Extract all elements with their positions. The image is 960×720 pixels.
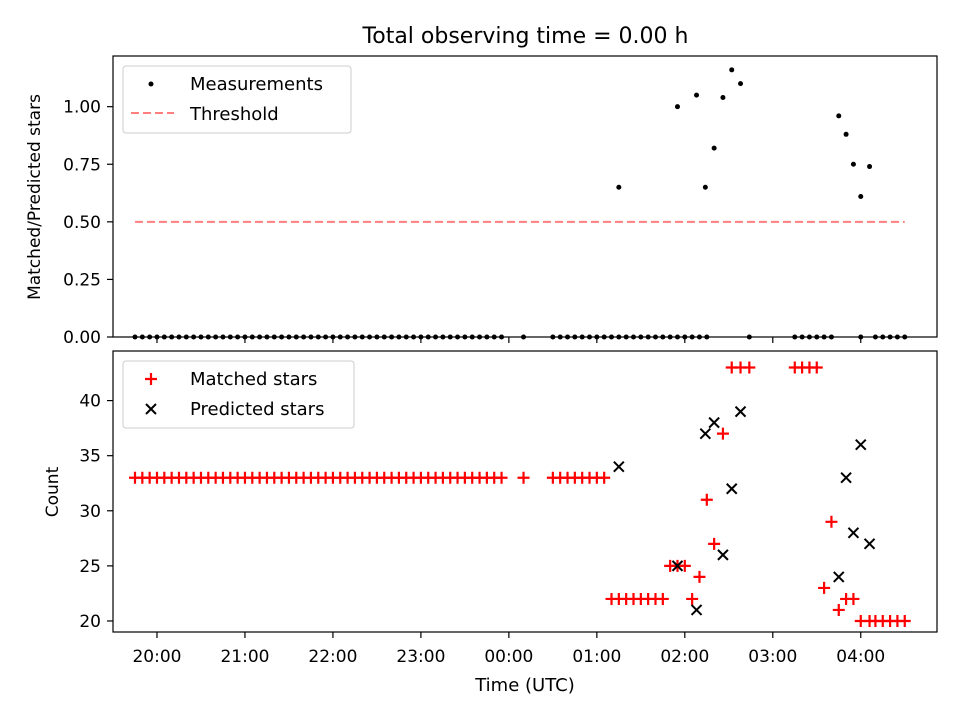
- predicted-star-point: [699, 427, 712, 440]
- bottom-ytick-label: 25: [79, 557, 101, 577]
- legend-matched-marker: [145, 373, 157, 385]
- measurement-point: [738, 81, 744, 87]
- bottom-ytick-label: 20: [79, 612, 101, 632]
- predicted-star-point: [726, 483, 738, 495]
- matched-star-point: [495, 471, 508, 484]
- matched-star-point: [825, 515, 838, 528]
- measurement-point: [702, 184, 708, 190]
- matched-star-point: [810, 361, 823, 374]
- xtick-label: 23:00: [396, 647, 445, 667]
- measurement-point: [720, 94, 726, 100]
- top-ytick-label: 1.00: [63, 98, 101, 118]
- measurement-point: [850, 161, 856, 167]
- measurement-point: [674, 104, 680, 110]
- predicted-star-point: [847, 527, 860, 539]
- top-x-ticks: [156, 337, 862, 343]
- bottom-ytick-label: 35: [79, 447, 101, 467]
- measurement-point: [836, 113, 842, 119]
- predicted-star-point: [840, 472, 852, 484]
- legend-threshold-label: Threshold: [189, 104, 279, 125]
- measurement-point: [729, 67, 735, 73]
- matched-star-point: [693, 570, 706, 583]
- chart-title: Total observing time = 0.00 h: [362, 24, 689, 49]
- bottom-panel: Count Time (UTC) 20 25 30 35 40 20:00 21:00 22…: [43, 350, 938, 696]
- matched-star-point: [898, 614, 911, 627]
- top-ytick-label: 0.75: [63, 155, 101, 175]
- legend-measurements-label: Measurements: [190, 74, 323, 95]
- top-legend: Measurements Threshold: [122, 65, 352, 134]
- matched-star-point: [678, 559, 691, 572]
- matched-star-point: [832, 603, 845, 616]
- top-ytick-label: 0.25: [63, 270, 101, 290]
- xtick-label: 20:00: [132, 647, 181, 667]
- legend-predicted-marker: [145, 403, 157, 415]
- legend-matched-label: Matched stars: [190, 369, 317, 390]
- bottom-legend-box: [122, 360, 355, 429]
- matched-star-point: [517, 471, 530, 484]
- predicted-star-point: [717, 549, 729, 561]
- legend-predicted-label: Predicted stars: [190, 399, 324, 420]
- matched-star-point: [847, 592, 860, 605]
- top-ytick-label: 0.00: [63, 328, 101, 348]
- matched-star-point: [656, 592, 669, 605]
- matched-star-point: [708, 537, 721, 550]
- x-axis-label: Time (UTC): [474, 675, 575, 696]
- xtick-label: 01:00: [572, 647, 621, 667]
- predicted-star-point: [734, 405, 747, 418]
- bottom-ytick-label: 30: [79, 502, 101, 522]
- bottom-ytick-label: 40: [79, 392, 101, 412]
- predicted-star-point: [671, 560, 684, 572]
- xtick-label: 04:00: [836, 647, 885, 667]
- matched-star-point: [818, 581, 831, 594]
- measurement-point: [858, 194, 864, 199]
- measurement-point: [694, 92, 700, 98]
- xtick-label: 21:00: [220, 647, 269, 667]
- top-panel: Total observing time = 0.00 h Matched/Pr…: [25, 24, 938, 348]
- top-ytick-label: 0.50: [63, 213, 101, 233]
- predicted-star-point: [863, 538, 876, 550]
- xtick-label: 02:00: [660, 647, 709, 667]
- xtick-label: 00:00: [484, 647, 533, 667]
- bottom-y-axis-label: Count: [43, 466, 63, 517]
- predicted-star-point: [613, 460, 625, 473]
- predicted-star-point: [855, 438, 867, 451]
- xtick-label: 03:00: [748, 647, 797, 667]
- measurement-point: [616, 184, 622, 190]
- bottom-y-ticks: 20 25 30 35 40: [79, 392, 113, 632]
- bottom-plot-area: [128, 361, 911, 627]
- predicted-star-point: [833, 571, 845, 583]
- bottom-x-ticks: 20:00 21:00 22:00 23:00 00:00 01:00 02:00 03:00…: [132, 632, 885, 667]
- bottom-plot-frame: [112, 350, 938, 633]
- top-legend-box: [122, 65, 352, 134]
- measurement-point: [711, 145, 717, 151]
- legend-measurements-marker: [148, 81, 154, 87]
- matched-star-point: [686, 592, 699, 605]
- matched-star-point: [700, 493, 713, 506]
- top-plot-frame: [112, 55, 938, 338]
- top-y-axis-label: Matched/Predicted stars: [25, 94, 45, 300]
- matched-star-point: [598, 471, 611, 484]
- measurement-point: [867, 164, 873, 170]
- measurement-point: [843, 131, 849, 137]
- predicted-star-point: [690, 604, 703, 616]
- top-y-ticks: 0.00 0.25 0.50 0.75 1.00: [63, 98, 113, 348]
- matched-star-point: [716, 427, 729, 440]
- matched-star-point: [743, 361, 756, 374]
- predicted-star-point: [708, 416, 720, 429]
- xtick-label: 22:00: [308, 647, 357, 667]
- bottom-legend: Matched stars Predicted stars: [122, 360, 355, 429]
